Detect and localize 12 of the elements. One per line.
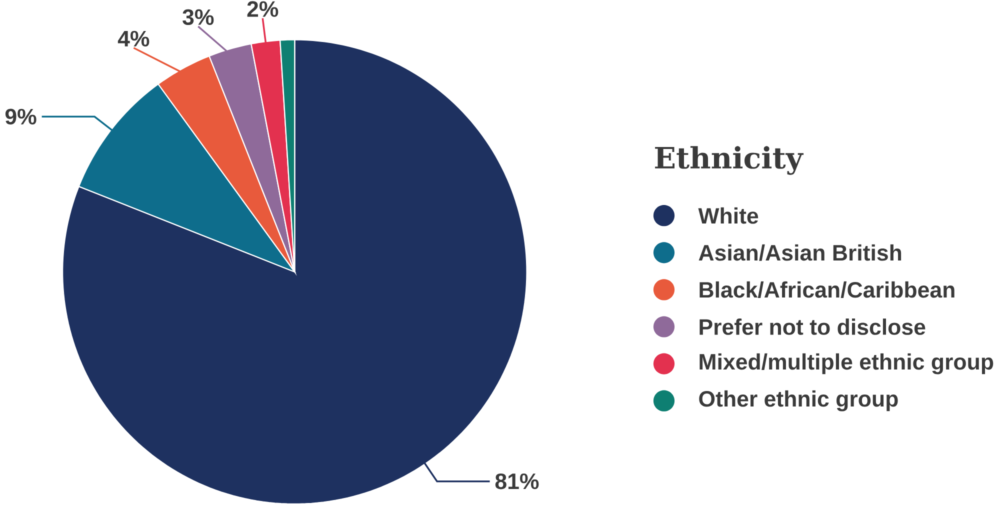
data-label: 9% xyxy=(5,108,36,125)
data-label: 81% xyxy=(495,474,539,490)
legend-title: Ethnicity xyxy=(655,146,804,176)
data-label: 2% xyxy=(247,1,278,18)
legend-label: Prefer not to disclose xyxy=(700,318,926,336)
legend-label: Mixed/multiple ethnic group xyxy=(700,354,994,374)
legend-label: Black/African/Caribbean xyxy=(700,282,954,298)
legend-label: White xyxy=(698,208,758,224)
legend-label: Asian/Asian British xyxy=(698,244,902,262)
data-label: 3% xyxy=(182,9,214,26)
legend-label: Other ethnic group xyxy=(699,390,898,412)
data-label: 4% xyxy=(118,31,150,47)
